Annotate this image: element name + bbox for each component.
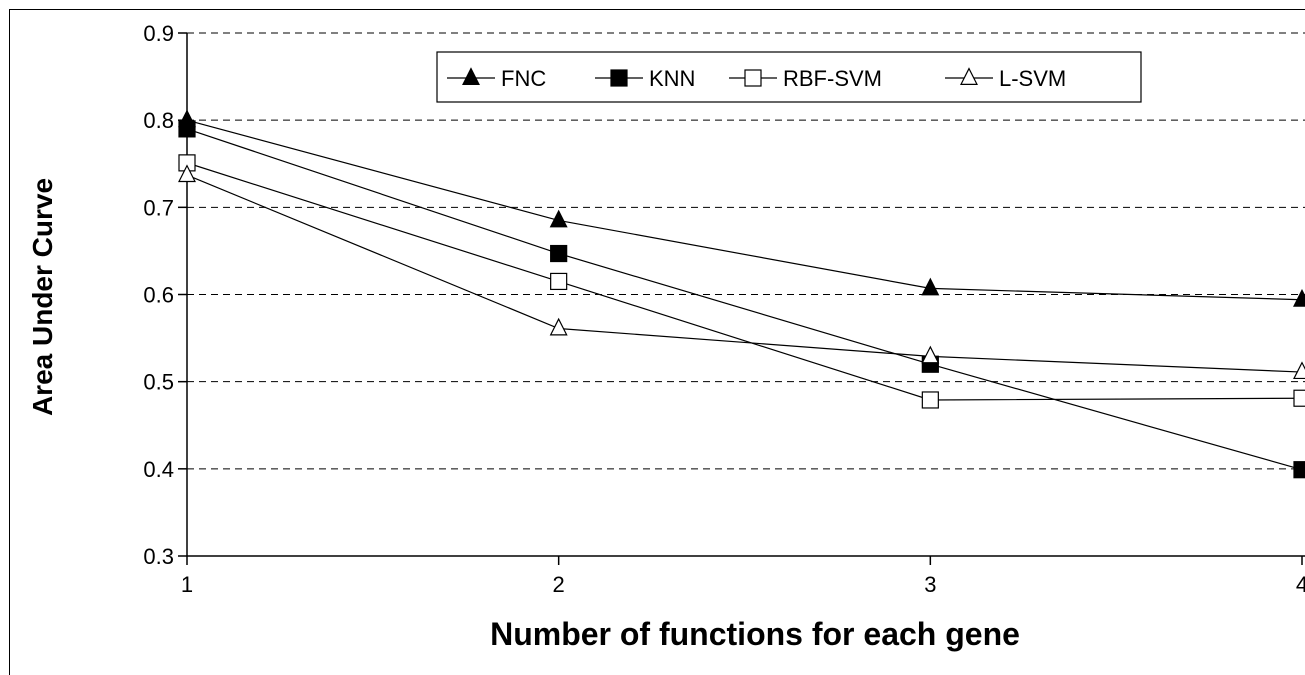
y-tick-label: 0.9 (143, 21, 174, 46)
legend: FNC KNN RBF-SVM L-SVM (436, 51, 1142, 103)
legend-box (436, 51, 1142, 103)
series-lines (178, 109, 1305, 479)
x-tick-label: 1 (181, 572, 193, 597)
x-axis-title: Number of functions for each gene (490, 616, 1020, 652)
data-point (1293, 461, 1305, 479)
grid-lines (187, 32, 1305, 470)
data-point (960, 67, 978, 85)
data-point (550, 272, 568, 291)
data-point (1293, 389, 1305, 407)
data-point (610, 69, 628, 87)
data-point (549, 209, 568, 228)
y-tick-label: 0.8 (143, 108, 174, 133)
y-tick-label: 0.6 (143, 283, 174, 308)
y-tick-label: 0.5 (143, 370, 174, 395)
x-tick-label: 3 (924, 572, 936, 597)
x-tick-label: 2 (553, 572, 565, 597)
data-point (1293, 288, 1305, 307)
legend-entry-l-svm: L-SVM (945, 66, 1066, 91)
y-tick-label: 0.4 (143, 457, 174, 482)
data-point (178, 164, 196, 183)
series-knn (178, 120, 1305, 479)
y-tick-label: 0.7 (143, 195, 174, 220)
data-point (462, 67, 480, 85)
axes (178, 32, 1305, 565)
tick-labels: 0.3 0.4 0.5 0.6 0.7 0.8 0.9 1 2 3 4 (143, 21, 1305, 597)
series-line (186, 174, 1303, 373)
legend-entry-rbf-svm: RBF-SVM (729, 66, 882, 91)
data-point (921, 391, 939, 409)
data-point (550, 244, 568, 263)
data-point (744, 69, 762, 87)
data-point (1293, 361, 1305, 380)
y-axis-title: Area Under Curve (27, 178, 58, 416)
x-tick-label: 4 (1296, 572, 1305, 597)
series-line (186, 119, 1303, 301)
y-tick-label: 0.3 (143, 544, 174, 569)
legend-label: KNN (649, 66, 695, 91)
legend-entry-knn: KNN (595, 66, 695, 91)
series-line (186, 128, 1303, 471)
series-fnc (178, 109, 1305, 307)
series-rbf-svm (178, 154, 1305, 409)
data-point (921, 345, 940, 364)
legend-label: RBF-SVM (783, 66, 882, 91)
legend-label: FNC (501, 66, 546, 91)
series-l-svm (178, 164, 1305, 380)
legend-label: L-SVM (999, 66, 1066, 91)
series-line (186, 162, 1303, 401)
legend-entry-fnc: FNC (447, 66, 546, 91)
data-point (178, 120, 196, 138)
data-point (549, 317, 568, 336)
data-point (921, 277, 940, 296)
